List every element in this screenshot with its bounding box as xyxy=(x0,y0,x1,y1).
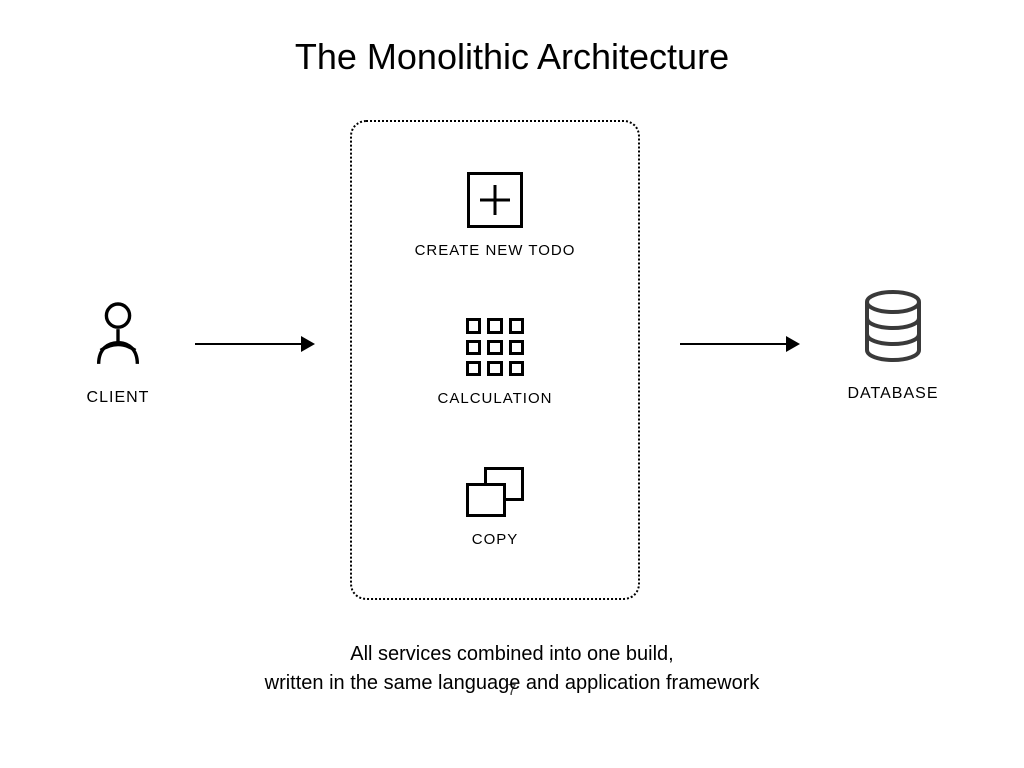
service-label: CALCULATION xyxy=(438,390,553,407)
service-create-todo: CREATE NEW TODO xyxy=(415,172,576,259)
caption-line-2: written in the same language and applica… xyxy=(265,672,760,694)
caption-line-1: All services combined into one build, xyxy=(350,643,674,665)
arrow-monolith-to-db xyxy=(680,334,800,354)
database-label: DATABASE xyxy=(838,385,948,403)
service-copy: COPY xyxy=(466,467,524,548)
service-label: COPY xyxy=(472,531,519,548)
caption: All services combined into one build, wr… xyxy=(0,640,1024,698)
service-label: CREATE NEW TODO xyxy=(415,242,576,259)
page-title: The Monolithic Architecture xyxy=(0,36,1024,78)
database-icon xyxy=(838,290,948,367)
plus-icon xyxy=(467,172,523,228)
database-node: DATABASE xyxy=(838,290,948,403)
copy-icon xyxy=(466,467,524,517)
grid-icon xyxy=(466,318,524,376)
arrow-client-to-monolith xyxy=(195,334,315,354)
monolith-container: CREATE NEW TODO CALCULATION COPY xyxy=(350,120,640,600)
architecture-diagram: CLIENT CREATE NEW TODO CALCULATION COPY xyxy=(0,120,1024,620)
client-label: CLIENT xyxy=(68,389,168,407)
person-icon xyxy=(68,300,168,371)
service-calculation: CALCULATION xyxy=(438,318,553,407)
client-node: CLIENT xyxy=(68,300,168,407)
